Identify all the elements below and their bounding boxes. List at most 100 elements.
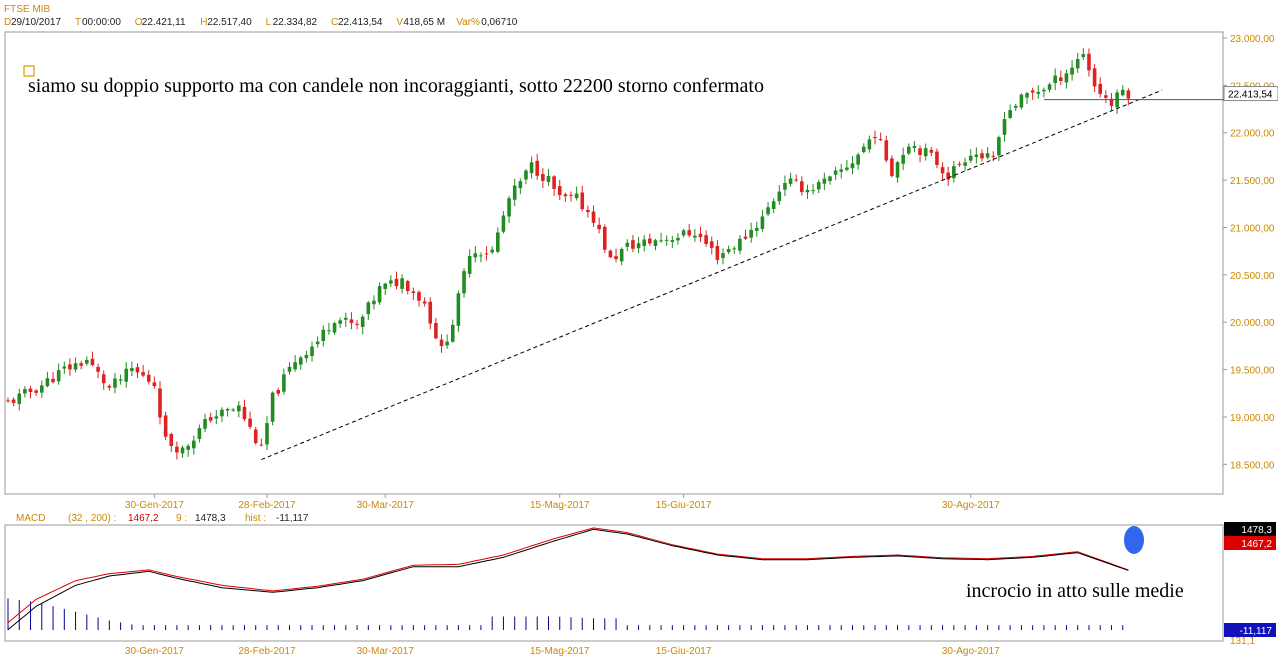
candle-body — [101, 374, 106, 384]
candle-body — [304, 354, 309, 359]
candle-body — [68, 364, 72, 370]
candle-body — [417, 292, 421, 301]
header-value: 418,65 M — [403, 17, 445, 28]
candle-body — [124, 368, 129, 382]
candle-body — [788, 178, 793, 184]
candle-body — [698, 233, 703, 238]
candle-body — [676, 237, 680, 241]
candle-body — [974, 154, 979, 157]
candle-body — [383, 283, 388, 289]
candle-body — [546, 176, 551, 182]
macd-value-tag-label: 1467,2 — [1241, 539, 1272, 550]
last-price-label: 22.413,54 — [1228, 90, 1273, 101]
header-value: 22.334,82 — [273, 17, 318, 28]
macd-legend: MACD (32 , 200) : 1467,2 9 : 1478,3 hist… — [16, 513, 309, 524]
main-annotation: siamo su doppio supporto ma con candele … — [28, 75, 764, 97]
candle-body — [237, 405, 241, 412]
candle-body — [73, 363, 78, 370]
candle-body — [462, 271, 466, 294]
header-key: L — [266, 17, 272, 28]
candle-body — [805, 189, 810, 193]
candle-body — [507, 198, 511, 217]
macd-series — [7, 527, 1129, 631]
macd-value-tag — [1224, 536, 1276, 550]
candle-body — [940, 167, 945, 174]
candle-body — [946, 172, 951, 180]
candle-body — [625, 242, 630, 247]
date-tick-label: 15-Giu-2017 — [656, 500, 712, 511]
candle-body — [310, 346, 314, 357]
candle-body — [242, 406, 247, 420]
candle-body — [1081, 54, 1086, 58]
candle-body — [653, 240, 658, 247]
candle-body — [1064, 73, 1069, 83]
candle-body — [935, 151, 939, 165]
candle-body — [1019, 94, 1024, 108]
candle-body — [450, 324, 455, 342]
candle-body — [45, 378, 50, 387]
macd-bottom-label: 131,1 — [1230, 636, 1255, 647]
candle-body — [901, 154, 905, 164]
price-tick-label: 20.500,00 — [1230, 271, 1275, 282]
candle-body — [79, 363, 83, 366]
candle-body — [372, 300, 376, 305]
candle-body — [51, 378, 55, 383]
candle-body — [845, 167, 849, 170]
candle-body — [681, 230, 686, 236]
candle-body — [28, 388, 33, 392]
price-tick-label: 19.500,00 — [1230, 366, 1275, 377]
candle-body — [518, 181, 523, 189]
support-trendline[interactable] — [261, 89, 1163, 461]
candle-body — [484, 253, 489, 255]
macd-value-tag-label: 1478,3 — [1241, 525, 1272, 536]
candle-body — [783, 182, 787, 190]
candle-body — [726, 248, 731, 253]
date-tick-label: 28-Feb-2017 — [238, 500, 296, 511]
candle-body — [338, 320, 342, 324]
candle-body — [332, 323, 337, 333]
candle-body — [1098, 83, 1103, 94]
candle-body — [501, 215, 506, 232]
candle-body — [253, 429, 258, 444]
candle-body — [997, 137, 1001, 156]
macd-name: MACD — [16, 513, 45, 524]
candle-body — [743, 236, 748, 239]
candle-body — [777, 191, 782, 202]
candle-body — [794, 179, 798, 181]
candle-body — [709, 241, 714, 248]
candle-body — [918, 148, 922, 155]
candle-body — [355, 323, 359, 325]
header-key: Var% — [456, 17, 480, 28]
candle-body — [344, 317, 348, 320]
date-tick-label: 30-Mar-2017 — [357, 500, 415, 511]
price-panel[interactable] — [4, 31, 1224, 495]
candle-body — [360, 316, 365, 327]
candle-body — [85, 360, 89, 364]
candle-body — [1070, 67, 1074, 75]
candle-body — [980, 153, 984, 159]
header-value: 00:00:00 — [82, 17, 121, 28]
macd-date-tick-label: 28-Feb-2017 — [238, 646, 296, 657]
macd-date-tick-label: 15-Giu-2017 — [656, 646, 712, 657]
candle-body — [839, 169, 844, 172]
candle-body — [619, 249, 624, 262]
candle-body — [473, 253, 478, 258]
candle-body — [738, 238, 742, 251]
header-key: V — [396, 17, 403, 28]
price-tick-label: 23.000,00 — [1230, 34, 1275, 45]
candle-body — [96, 366, 100, 372]
candle-body — [659, 240, 663, 242]
macd-value-tag — [1224, 522, 1276, 536]
macd-date-tick-label: 15-Mag-2017 — [530, 646, 590, 657]
candle-body — [929, 149, 934, 153]
candle-body — [23, 389, 27, 394]
candle-body — [1109, 98, 1114, 106]
candle-body — [631, 240, 635, 249]
candle-body — [1059, 77, 1063, 81]
candle-body — [197, 428, 202, 439]
candle-body — [203, 419, 207, 429]
candle-body — [591, 211, 596, 223]
candle-body — [1092, 68, 1097, 87]
candle-body — [890, 158, 894, 176]
